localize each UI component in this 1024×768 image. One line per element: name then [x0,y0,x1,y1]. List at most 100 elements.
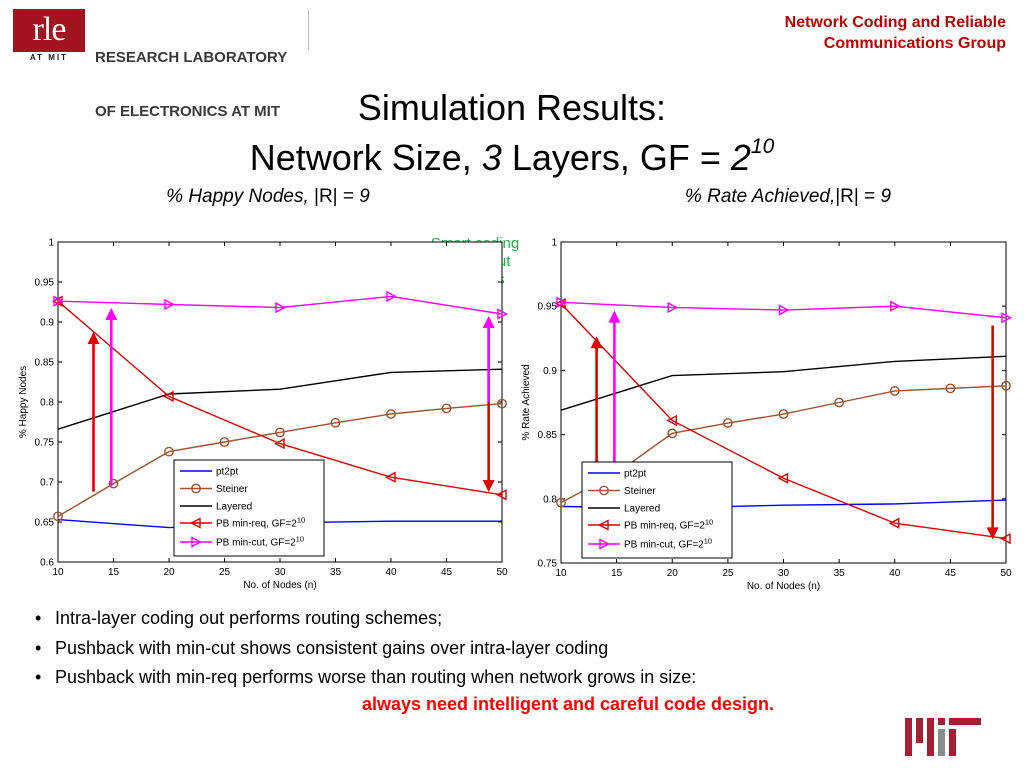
x-tick-label: 35 [834,568,846,579]
data-point [945,383,956,394]
annotation-arrowhead [608,310,621,323]
y-axis-label: % Rate Achieved [521,364,532,440]
bullet-text: Intra-layer coding out performs routing … [55,608,443,628]
chart-left-title-value: 9 [359,186,370,207]
annotation-arrowhead [105,308,118,320]
x-tick-label: 25 [219,567,231,578]
data-point [163,390,174,403]
data-point [890,300,901,312]
title-gf-base: 2 [730,137,751,178]
legend-label: Layered [216,502,252,513]
mit-logo [905,718,981,756]
slide-title: Simulation Results: [357,87,667,128]
chart-left-title: % Happy Nodes, |R| = 9 [68,186,468,208]
series-line [560,303,1007,540]
x-axis-label: No. of Nodes (n) [747,581,820,592]
title-prefix: Network Size, [249,137,482,178]
data-point [1001,380,1011,391]
group-name: Network Coding and Reliable Communicatio… [686,12,1006,54]
y-axis-label: % Happy Nodes [18,366,29,438]
annotation-arrowhead [482,480,495,492]
bullet-text: Pushback with min-cut shows consistent g… [55,638,609,658]
x-tick-label: 10 [555,568,567,579]
legend-marker [598,519,609,531]
y-tick-label: 0.9 [40,318,54,329]
legend-label: Steiner [216,484,248,495]
data-point [497,398,507,409]
legend-marker [599,485,609,496]
annotation-arrowhead [590,336,603,349]
annotation-arrowhead [986,527,999,540]
data-point [53,295,64,307]
data-point [441,403,452,414]
data-point [556,296,567,309]
y-tick-label: 0.75 [538,559,558,570]
legend-label: Layered [624,504,660,515]
data-point [53,511,63,522]
annotation-arrowhead [87,332,100,344]
lab-name-line1: RESEARCH LABORATORY [95,49,288,66]
x-tick-label: 30 [778,568,790,579]
data-point [108,478,119,489]
title-layers: 3 [481,137,502,178]
x-tick-label: 20 [667,568,679,579]
data-point [164,446,174,457]
series-line [57,300,503,496]
data-point [666,414,677,427]
legend-label: PB min-req, GF=210 [216,516,305,530]
y-tick-label: 0.95 [35,278,55,289]
series-line [57,368,503,430]
chart-left-title-italic: % Happy Nodes, [166,186,309,207]
data-point [667,301,679,314]
data-point [555,297,566,310]
slide-title-line2: Network Size, 3 Layers, GF = 210 [0,127,1024,178]
title-mid: Layers, GF = [501,137,731,178]
data-point [385,471,396,483]
x-tick-label: 50 [496,567,508,578]
data-point [386,290,397,303]
chart-right-title-value: 9 [880,186,892,207]
x-tick-label: 10 [52,567,64,578]
bullet-item: Intra-layer coding out performs routing … [35,607,442,629]
data-point [888,517,900,529]
data-point [274,437,285,450]
y-tick-label: 0.9 [543,366,557,377]
group-name-line2: Communications Group [823,35,1006,52]
series-line [560,301,1007,319]
legend-marker [191,483,201,494]
series-line [57,295,503,315]
y-tick-label: 0.85 [35,358,55,369]
x-tick-label: 20 [163,567,175,578]
y-tick-label: 0.85 [538,430,558,441]
x-tick-label: 15 [611,568,623,579]
data-point [834,397,845,408]
bullet-text: Pushback with min-req performs worse tha… [55,667,697,687]
lab-name-line2: OF ELECTRONICS AT MIT [95,103,280,120]
conclusion-text: always need intelligent and careful code… [361,694,775,714]
x-tick-label: 25 [722,568,734,579]
x-tick-label: 40 [889,568,901,579]
y-tick-label: 0.75 [35,438,55,449]
data-point [1000,532,1011,545]
data-point [275,301,286,314]
data-point [889,386,900,396]
data-point [1001,312,1012,324]
x-tick-label: 35 [330,567,342,578]
rate-achieved-chart: 10 15 20 25 30 35 40 45 50 0.75 0.8 0.85 0.9 0.95 1 No.… [521,238,1012,593]
y-tick-label: 1 [551,238,557,249]
series-line [560,355,1007,411]
y-tick-label: 0.65 [35,518,55,529]
rle-logo: rle [13,9,85,52]
data-point [496,489,507,501]
rle-logo-subtext: AT MIT [29,53,69,62]
chart-right-title-italic: % Rate Achieved, [684,186,836,207]
legend-marker [599,538,610,550]
y-tick-label: 0.7 [40,478,54,489]
bullet-item: Pushback with min-cut shows consistent g… [35,637,608,659]
data-point [722,418,733,428]
legend-label: PB min-cut, GF=210 [624,537,712,551]
data-point [497,308,508,320]
data-point [778,409,789,419]
series-line [560,385,1007,504]
y-tick-label: 0.95 [538,302,558,313]
